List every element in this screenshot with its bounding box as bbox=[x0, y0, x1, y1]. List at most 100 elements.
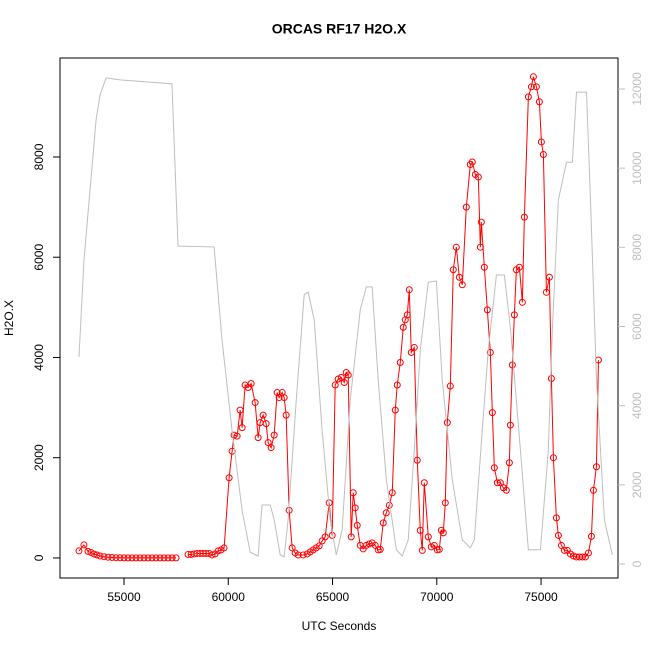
data-point bbox=[128, 554, 136, 562]
data-point bbox=[262, 420, 270, 428]
data-point bbox=[337, 374, 345, 382]
data-point bbox=[120, 554, 128, 562]
data-point bbox=[502, 486, 510, 494]
data-point bbox=[236, 406, 244, 414]
data-point bbox=[299, 551, 307, 559]
data-point bbox=[527, 83, 535, 91]
x-tick-label: 55000 bbox=[107, 590, 141, 604]
data-point bbox=[424, 533, 432, 541]
data-point bbox=[230, 431, 238, 439]
data-point bbox=[584, 549, 592, 557]
data-point bbox=[578, 553, 586, 561]
data-point bbox=[347, 533, 355, 541]
data-point bbox=[476, 243, 484, 251]
data-point bbox=[410, 343, 418, 351]
x-tick-label: 60000 bbox=[212, 590, 246, 604]
data-point bbox=[396, 358, 404, 366]
data-point bbox=[267, 444, 275, 452]
y-tick-label: 4000 bbox=[32, 344, 46, 371]
data-point bbox=[132, 554, 140, 562]
data-point bbox=[439, 529, 447, 537]
data-point bbox=[549, 454, 557, 462]
data-point bbox=[490, 464, 498, 472]
data-point bbox=[508, 361, 516, 369]
data-point bbox=[480, 263, 488, 271]
data-point bbox=[264, 439, 272, 447]
data-point bbox=[238, 424, 246, 432]
data-point bbox=[331, 381, 339, 389]
data-point bbox=[496, 479, 504, 487]
data-point bbox=[93, 551, 101, 559]
data-point bbox=[539, 150, 547, 158]
data-point bbox=[435, 545, 443, 553]
y2-tick-label: 12000 bbox=[630, 72, 644, 106]
data-point bbox=[280, 394, 288, 402]
plot-frame bbox=[59, 57, 619, 579]
data-point bbox=[124, 554, 132, 562]
x-tick-label: 65000 bbox=[316, 590, 350, 604]
series-line bbox=[78, 77, 613, 558]
data-point bbox=[156, 554, 164, 562]
data-point bbox=[441, 499, 449, 507]
data-point bbox=[321, 533, 329, 541]
data-point bbox=[547, 375, 555, 383]
data-point bbox=[315, 542, 323, 550]
data-point bbox=[344, 371, 352, 379]
data-point bbox=[225, 474, 233, 482]
data-point bbox=[537, 138, 545, 146]
data-point bbox=[505, 459, 513, 467]
data-point bbox=[376, 545, 384, 553]
data-point bbox=[220, 544, 228, 552]
data-point bbox=[518, 298, 526, 306]
y2-tick-label: 4000 bbox=[630, 392, 644, 419]
data-point bbox=[405, 286, 413, 294]
data-point bbox=[529, 73, 537, 81]
data-point bbox=[418, 546, 426, 554]
data-point bbox=[388, 489, 396, 497]
y2-tick-label: 0 bbox=[630, 560, 644, 567]
data-point bbox=[587, 532, 595, 540]
data-point bbox=[468, 158, 476, 166]
data-point bbox=[545, 273, 553, 281]
chart-title: ORCAS RF17 H2O.X bbox=[272, 21, 407, 37]
data-point bbox=[554, 531, 562, 539]
data-point bbox=[282, 411, 290, 419]
data-point bbox=[589, 486, 597, 494]
data-point bbox=[446, 382, 454, 390]
data-point bbox=[148, 554, 156, 562]
data-point bbox=[160, 554, 168, 562]
data-point bbox=[449, 266, 457, 274]
data-point bbox=[592, 463, 600, 471]
data-point bbox=[399, 323, 407, 331]
data-point bbox=[353, 521, 361, 529]
data-point bbox=[80, 541, 88, 549]
y2-tick-label: 10000 bbox=[630, 151, 644, 185]
data-point bbox=[382, 509, 390, 517]
data-point bbox=[413, 456, 421, 464]
data-point bbox=[168, 554, 176, 562]
data-point bbox=[275, 394, 283, 402]
data-point bbox=[542, 288, 550, 296]
y2-tick-label: 8000 bbox=[630, 234, 644, 261]
data-point bbox=[455, 273, 463, 281]
data-point bbox=[474, 173, 482, 181]
data-point bbox=[520, 213, 528, 221]
data-point bbox=[379, 519, 387, 527]
data-point bbox=[493, 479, 501, 487]
data-point bbox=[560, 546, 568, 554]
data-point bbox=[351, 504, 359, 512]
data-point bbox=[140, 554, 148, 562]
y-tick-label: 0 bbox=[32, 554, 46, 561]
data-point bbox=[254, 434, 262, 442]
data-point bbox=[452, 243, 460, 251]
data-point bbox=[458, 281, 466, 289]
data-point bbox=[483, 306, 491, 314]
data-point bbox=[259, 411, 267, 419]
data-point bbox=[407, 348, 415, 356]
data-point bbox=[144, 554, 152, 562]
x-axis-label: UTC Seconds bbox=[302, 619, 377, 633]
data-point bbox=[416, 526, 424, 534]
y-tick-label: 6000 bbox=[32, 244, 46, 271]
data-point bbox=[340, 379, 348, 387]
data-point bbox=[535, 98, 543, 106]
